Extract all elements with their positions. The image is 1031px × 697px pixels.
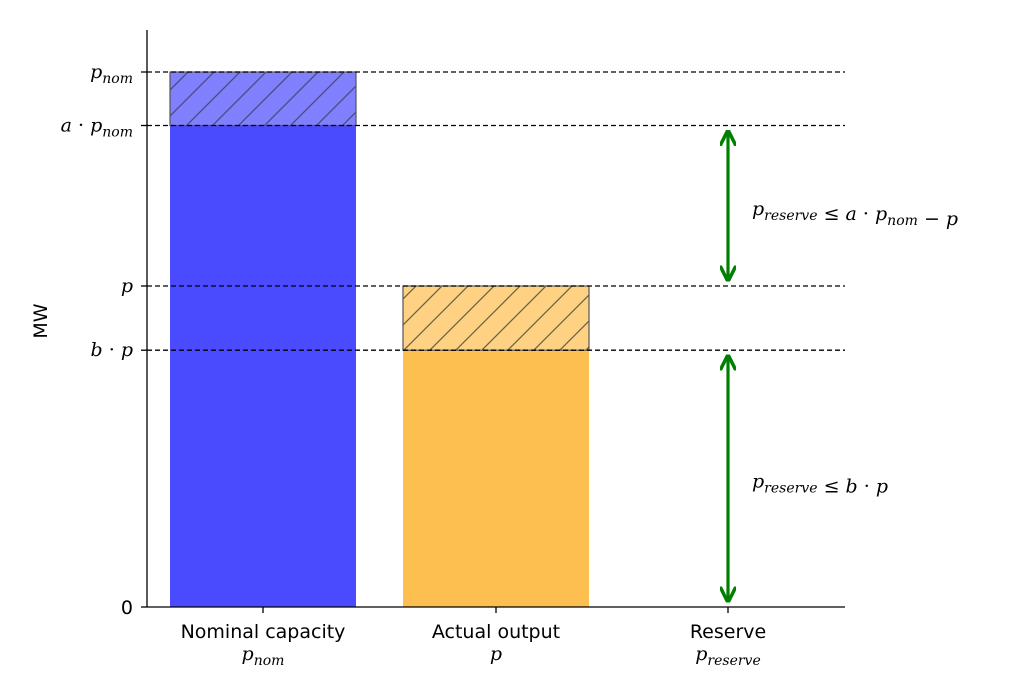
x-tick-label-0: Nominal capacity — [181, 621, 346, 643]
y-ticks: 0 b · p p a · pnom pnom — [61, 61, 147, 619]
reference-lines — [147, 71, 845, 351]
x-tick-symbol-1: p — [490, 643, 502, 665]
bars-layer — [169, 71, 590, 607]
annotations: preserve ≤ a · pnom − p preserve ≤ b · p — [728, 132, 958, 602]
y-tick-label-0: 0 — [121, 597, 133, 619]
x-tick-symbol-0: pnom — [242, 643, 285, 669]
bar-0 — [170, 125, 356, 607]
bar-hatch-1 — [169, 71, 357, 127]
annotation-text-0: preserve ≤ a · pnom − p — [752, 198, 958, 230]
x-tick-symbol-2: preserve — [695, 643, 761, 669]
bar-hatch-3 — [402, 285, 590, 351]
bar-2 — [403, 350, 589, 607]
y-tick-label-4: pnom — [90, 61, 133, 87]
annotation-text-1: preserve ≤ b · p — [752, 471, 888, 498]
x-tick-label-1: Actual output — [432, 621, 560, 643]
y-tick-label-1: b · p — [91, 339, 133, 361]
x-tick-label-2: Reserve — [690, 621, 766, 643]
y-axis-label: MW — [30, 303, 52, 338]
y-tick-label-2: p — [121, 275, 133, 297]
y-tick-label-3: a · pnom — [61, 115, 133, 141]
